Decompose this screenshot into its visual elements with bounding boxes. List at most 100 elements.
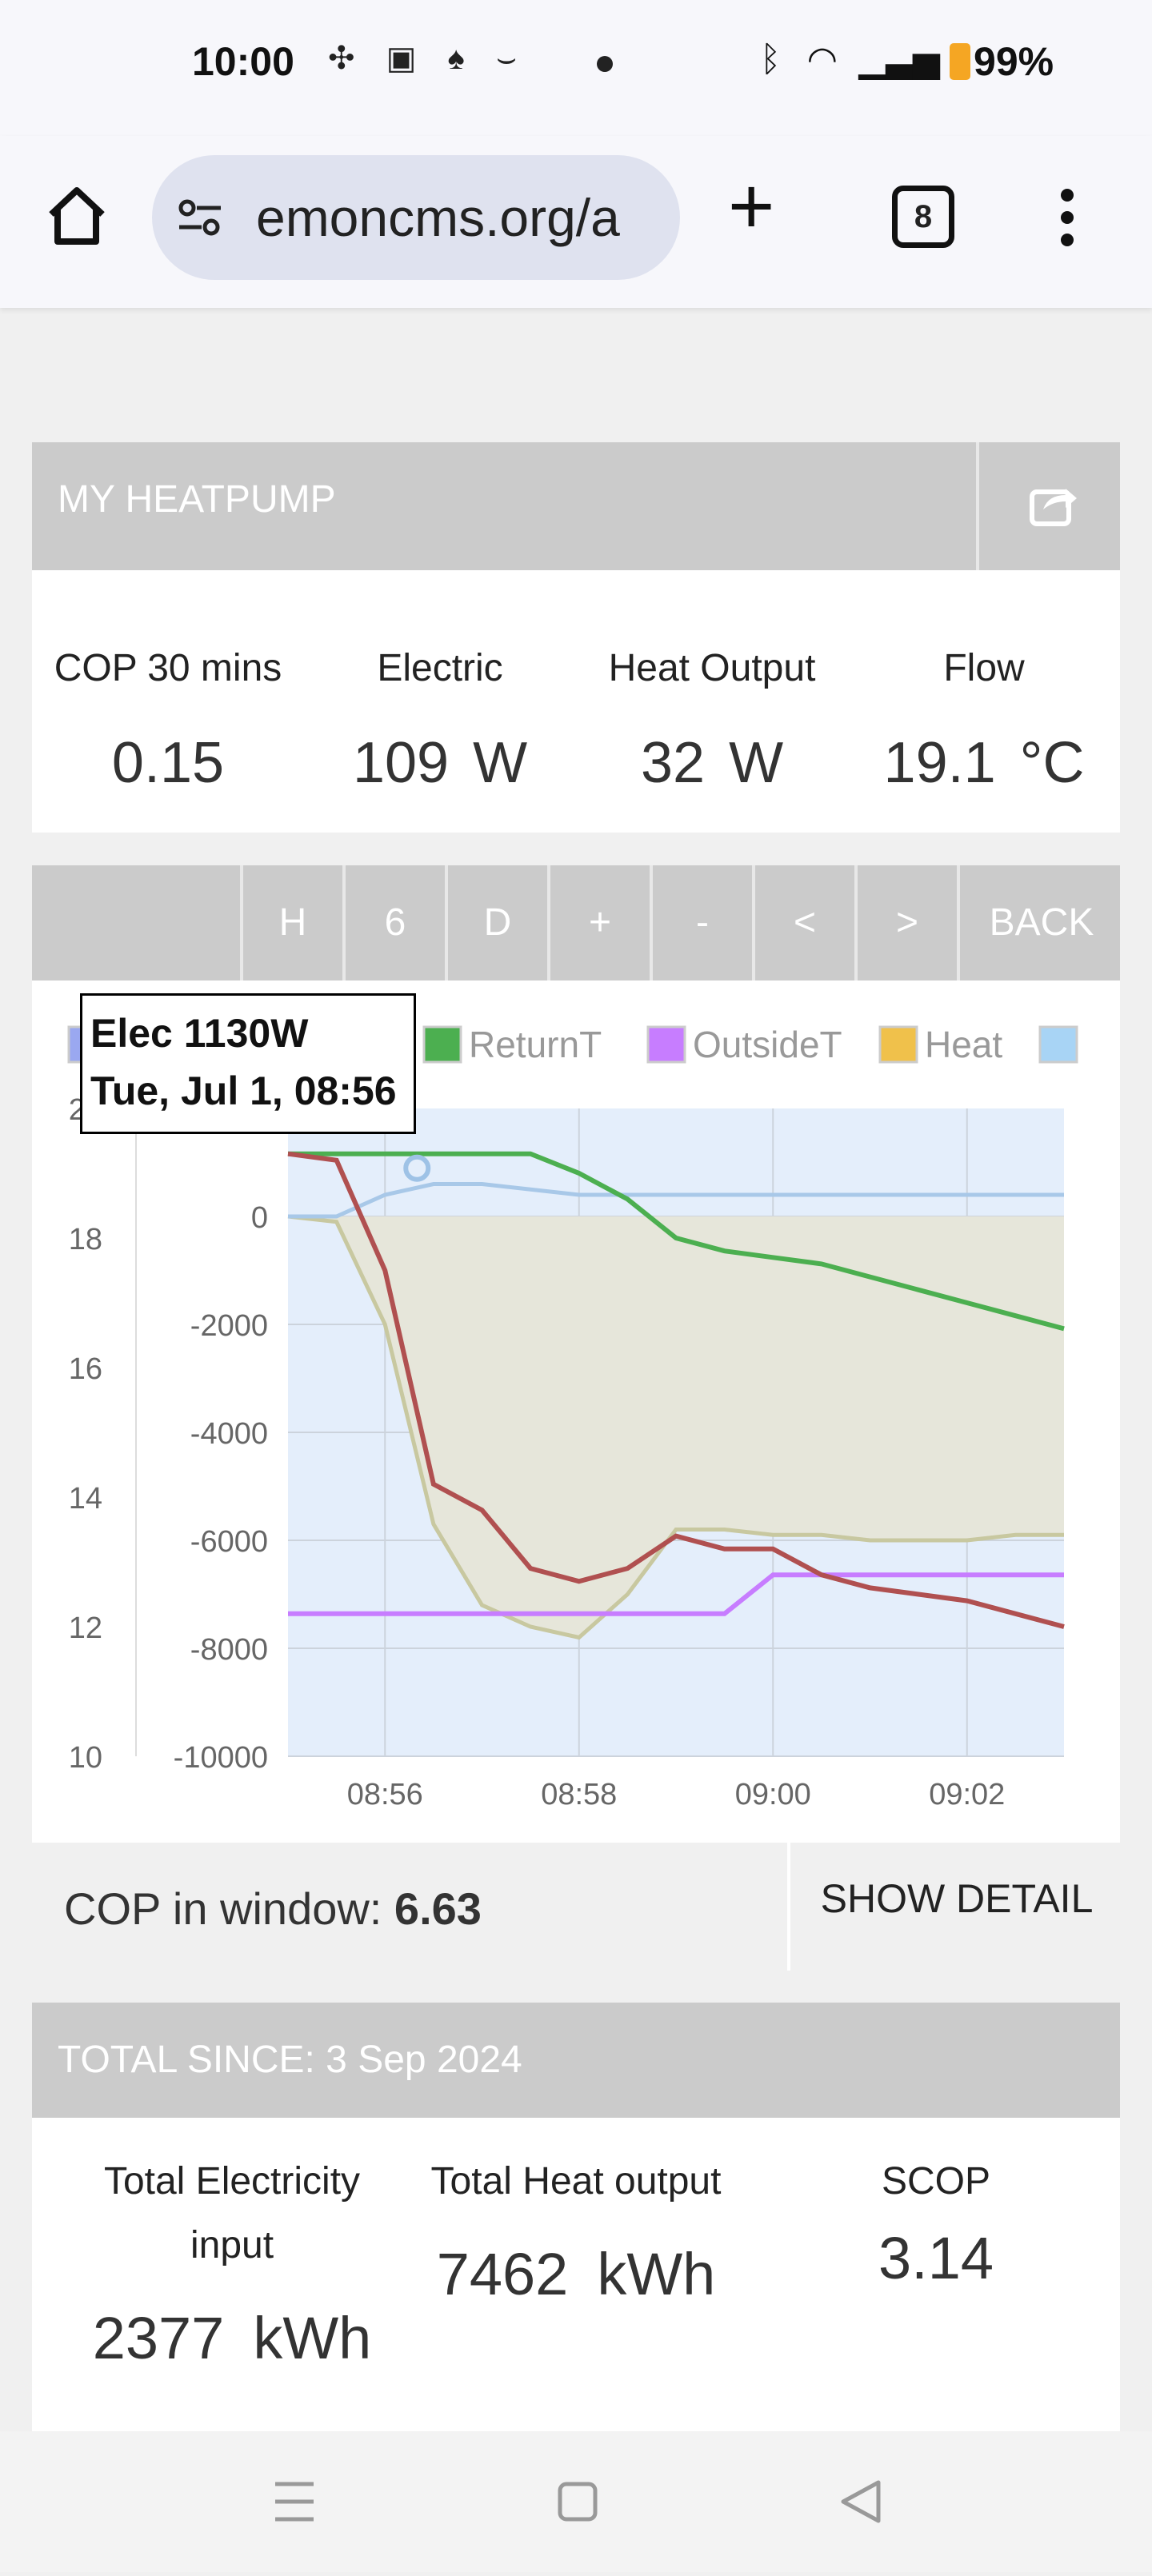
tab-switcher-button[interactable]: 8 — [892, 186, 954, 248]
back-button[interactable]: BACK — [957, 865, 1123, 980]
heatpump-panel-header: MY HEATPUMP — [32, 442, 1120, 570]
stat-label: Heat Output — [608, 647, 816, 689]
y-left-tick-label: 12 — [69, 1611, 102, 1645]
pan-right-button[interactable]: > — [854, 865, 957, 980]
y-left-tick-label: 18 — [69, 1223, 102, 1256]
pan-left-button[interactable]: < — [752, 865, 854, 980]
total-electricity: Total Electricity input 2377 kWh — [64, 2150, 400, 2370]
stat-value: 109 — [352, 731, 450, 795]
bluetooth-icon: ᛒ — [760, 39, 782, 79]
stat-electric: Electric 109 W — [304, 646, 576, 796]
legend-swatch — [878, 1025, 918, 1064]
total-label: SCOP — [881, 2160, 991, 2203]
more-menu-icon[interactable] — [1061, 189, 1074, 256]
new-tab-button[interactable]: + — [728, 162, 775, 251]
legend-swatch — [646, 1025, 686, 1064]
heatpump-chart[interactable]: 101214161820-10000-8000-6000-4000-200000… — [32, 980, 1120, 1843]
stat-label: Flow — [943, 647, 1025, 689]
zoom-in-button[interactable]: + — [547, 865, 650, 980]
notification-dot — [597, 56, 613, 72]
day-button[interactable]: D — [445, 865, 547, 980]
stat-label: COP 30 mins — [54, 647, 282, 689]
stat-heat-output: Heat Output 32 W — [576, 646, 848, 796]
x-tick-label: 08:56 — [347, 1778, 423, 1811]
graph-area: 101214161820-10000-8000-6000-4000-200000… — [32, 980, 1120, 1843]
totals-panel: Total Electricity input 2377 kWh Total He… — [32, 2118, 1120, 2431]
system-nav-bar — [0, 2431, 1152, 2572]
x-tick-label: 08:58 — [541, 1778, 617, 1811]
address-bar[interactable]: emoncms.org/a — [152, 155, 680, 280]
site-settings-icon[interactable] — [176, 194, 224, 242]
battery-percent: 99% — [974, 39, 1054, 84]
hover-marker — [403, 1154, 431, 1182]
signal-icon: ▁▃▅ — [858, 39, 940, 79]
y-left-tick-label: 14 — [69, 1482, 102, 1516]
tooltip-value: Elec 1130W — [90, 1011, 309, 1056]
panel-title: MY HEATPUMP — [58, 478, 336, 521]
total-heat: Total Heat output 7462 kWh — [416, 2150, 736, 2306]
wifi-icon: ◠ — [806, 39, 838, 79]
zoom-out-button[interactable]: - — [650, 865, 752, 980]
heat-area — [288, 1216, 1064, 1638]
graph-controls: H 6 D + - < > BACK — [32, 865, 1120, 980]
returnt-series-line — [288, 1151, 1065, 1332]
system-icons: ᛒ ◠ ▁▃▅ 99% — [760, 38, 1054, 85]
stat-cop: COP 30 mins 0.15 — [32, 646, 304, 796]
total-scop: SCOP 3.14 — [800, 2150, 1072, 2290]
legend-label: OutsideT — [693, 1024, 842, 1065]
stat-unit: W — [473, 731, 528, 795]
totals-title: TOTAL SINCE: 3 Sep 2024 — [58, 2039, 522, 2081]
legend-label: ReturnT — [469, 1024, 602, 1065]
x-tick-label: 09:02 — [929, 1778, 1005, 1811]
flowt-series-line — [287, 1151, 1065, 1629]
y-right-tick-label: -2000 — [190, 1309, 268, 1343]
x-tick-label: 09:00 — [735, 1778, 811, 1811]
total-unit: kWh — [253, 2305, 372, 2371]
share-button[interactable] — [976, 442, 1120, 570]
back-nav-icon[interactable] — [841, 2480, 881, 2523]
heat-series-line — [287, 1214, 1064, 1640]
stat-unit: W — [729, 731, 784, 795]
total-value: 2377 — [92, 2305, 225, 2371]
total-value: 3.14 — [878, 2225, 994, 2291]
y-left-tick-label: 10 — [69, 1741, 102, 1775]
legend-swatch — [422, 1025, 462, 1064]
outsidet-series-line — [288, 1572, 1064, 1616]
graph-tooltip: Elec 1130W Tue, Jul 1, 08:56 — [80, 993, 416, 1134]
home-nav-icon[interactable] — [558, 2482, 598, 2522]
six-hour-button[interactable]: 6 — [342, 865, 445, 980]
tooltip-time: Tue, Jul 1, 08:56 — [90, 1068, 397, 1113]
legend-swatch — [1038, 1025, 1078, 1064]
cop-window-bar: COP in window: 6.63 SHOW DETAIL — [32, 1843, 1120, 1971]
stat-value: 32 — [640, 731, 706, 795]
stat-label: Electric — [377, 647, 503, 689]
y-right-tick-label: -10000 — [174, 1741, 268, 1775]
home-icon[interactable] — [45, 184, 109, 248]
share-icon — [1030, 489, 1077, 526]
y-right-tick-label: 0 — [251, 1201, 268, 1235]
battery-icon — [950, 43, 971, 80]
totals-header: TOTAL SINCE: 3 Sep 2024 — [32, 2003, 1120, 2118]
cop-window-value: 6.63 — [394, 1883, 482, 1934]
stat-flow: Flow 19.1 °C — [848, 646, 1120, 796]
url-text: emoncms.org/a — [256, 188, 620, 247]
recent-apps-icon[interactable] — [275, 2482, 314, 2522]
y-left-tick-label: 16 — [69, 1352, 102, 1386]
heatpump-stats: COP 30 mins 0.15 Electric 109 W Heat Outp… — [32, 570, 1120, 833]
total-value: 7462 — [436, 2241, 569, 2307]
status-bar: 10:00 ✣ ▣ ♠ ⌣ ᛒ ◠ ▁▃▅ 99% — [0, 0, 1152, 136]
status-time: 10:00 — [192, 39, 294, 84]
show-detail-button[interactable]: SHOW DETAIL — [787, 1843, 1123, 1971]
notification-icons: ✣ ▣ ♠ ⌣ — [328, 41, 529, 76]
hour-button[interactable]: H — [240, 865, 342, 980]
dhw-series-line — [288, 1182, 1064, 1219]
total-label: Total Heat output — [430, 2160, 722, 2203]
legend-label: Heat — [925, 1024, 1002, 1065]
y-right-tick-label: -8000 — [190, 1633, 268, 1667]
y-right-tick-label: -6000 — [190, 1525, 268, 1559]
cop-window-label: COP in window: — [64, 1883, 382, 1934]
stat-unit: °C — [1019, 731, 1085, 795]
stat-value: 19.1 — [883, 731, 996, 795]
total-label: Total Electricity input — [103, 2160, 361, 2266]
y-right-tick-label: -4000 — [190, 1417, 268, 1451]
